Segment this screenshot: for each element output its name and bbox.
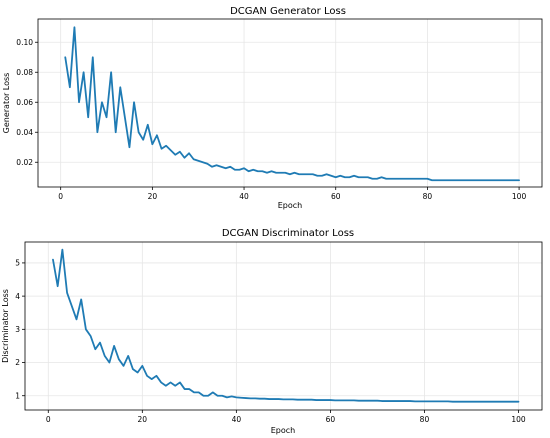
x-tick-label: 80 [420,415,430,424]
y-tick-label: 2 [15,358,20,367]
y-tick-label: 0.02 [16,158,33,167]
x-tick-label: 40 [232,415,242,424]
x-axis-label: Epoch [271,426,296,435]
chart-title: DCGAN Discriminator Loss [222,228,354,239]
x-tick-label: 40 [239,192,249,201]
chart-title: DCGAN Generator Loss [230,6,346,17]
x-axis-label: Epoch [278,201,303,210]
y-axis-label: Discriminator Loss [1,289,10,363]
y-tick-label: 0.10 [16,38,33,47]
y-axis-label: Generator Loss [2,73,11,134]
discriminator-loss-chart: DCGAN Discriminator Loss 0 20 40 60 80 100 1 2 3… [1,228,543,435]
x-tick-label: 60 [331,192,341,201]
x-tick-label: 20 [148,192,158,201]
y-tick-label: 0.04 [16,128,33,137]
y-tick-label: 3 [15,325,20,334]
y-tick-label: 5 [15,259,20,268]
series-line [52,248,520,403]
x-tick-label: 60 [326,415,336,424]
plot-area [24,241,543,411]
x-tick-label: 100 [512,192,527,201]
x-tick-label: 0 [46,415,51,424]
y-tick-label: 0.06 [16,98,33,107]
series-line [64,26,520,182]
x-tick-label: 20 [138,415,148,424]
y-tick-label: 0.08 [16,68,33,77]
y-tick-label: 4 [15,292,20,301]
x-tick-label: 80 [423,192,433,201]
generator-loss-chart: DCGAN Generator Loss 0 20 40 60 80 100 0.02 0.0… [2,6,543,210]
x-tick-label: 0 [58,192,63,201]
x-tick-label: 100 [511,415,526,424]
plot-area [37,18,543,188]
y-tick-label: 1 [15,391,20,400]
